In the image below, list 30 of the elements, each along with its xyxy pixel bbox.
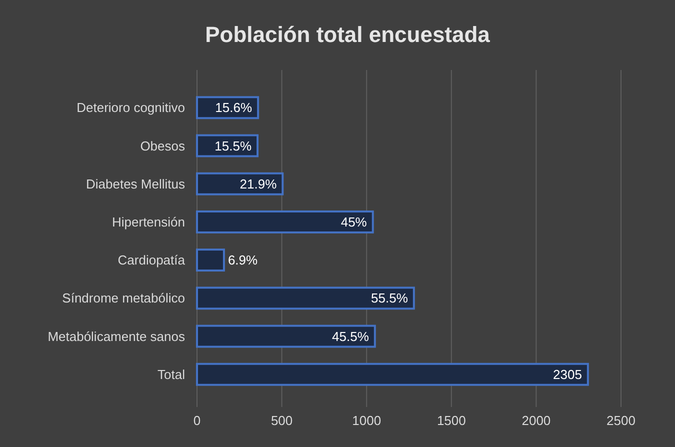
- x-tick-label: 2000: [522, 413, 551, 428]
- y-tick-label: Metabólicamente sanos: [48, 328, 186, 344]
- x-tick-label: 500: [270, 413, 293, 428]
- annotation: 15.5%: [214, 138, 252, 154]
- annotation: 55.5%: [371, 290, 408, 306]
- y-tick-label: Cardiopatía: [118, 252, 186, 268]
- chart-title: Población total encuestada: [205, 22, 491, 47]
- x-tick-label: 1500: [436, 413, 466, 428]
- x-tick-label: 2500: [606, 413, 636, 428]
- x-tick-label: 0: [193, 413, 201, 428]
- y-tick-label: Total: [158, 366, 186, 382]
- data-label: 2305: [553, 366, 582, 382]
- bar: [196, 210, 374, 234]
- y-tick-label: Síndrome metabólico: [62, 290, 185, 306]
- bar: [196, 96, 260, 120]
- annotation: 6.9%: [228, 252, 258, 268]
- bar: [196, 362, 589, 386]
- annotation: 21.9%: [240, 176, 278, 192]
- y-tick-label: Diabetes Mellitus: [86, 176, 186, 192]
- annotation: 15.6%: [215, 100, 252, 116]
- bar: [196, 248, 225, 272]
- bar: [196, 172, 284, 196]
- y-tick-label: Obesos: [140, 138, 186, 154]
- y-tick-label: Hipertensión: [112, 214, 185, 230]
- x-tick-label: 1000: [352, 413, 382, 428]
- annotation: 45.5%: [332, 328, 370, 344]
- annotation: 45%: [340, 214, 368, 230]
- bar: [196, 324, 376, 348]
- y-tick-label: Deterioro cognitivo: [76, 100, 185, 116]
- bar: [196, 286, 415, 310]
